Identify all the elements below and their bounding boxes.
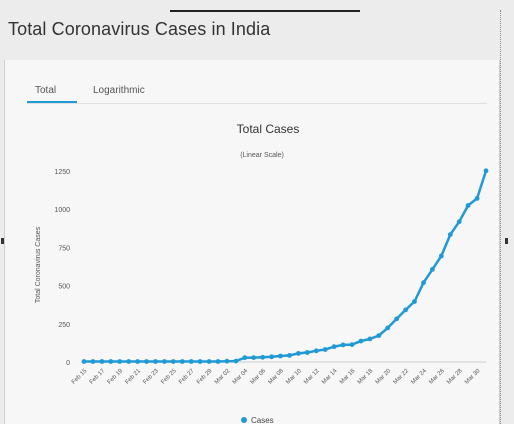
data-point[interactable]	[108, 359, 114, 364]
x-tick-label: Feb 21	[125, 368, 143, 386]
data-point[interactable]	[430, 267, 435, 272]
legend-label: Cases	[251, 416, 274, 424]
data-point[interactable]	[269, 354, 274, 360]
data-point[interactable]	[215, 359, 221, 364]
data-point[interactable]	[135, 359, 141, 364]
y-axis-label: Total Coronavirus Cases	[35, 226, 42, 303]
data-point[interactable]	[179, 359, 185, 364]
data-point[interactable]	[278, 353, 283, 359]
data-point[interactable]	[90, 359, 96, 364]
data-point[interactable]	[412, 299, 417, 304]
data-point[interactable]	[421, 280, 426, 286]
data-point[interactable]	[287, 353, 292, 358]
tab-bar-divider	[27, 103, 487, 104]
data-point[interactable]	[349, 342, 355, 347]
x-tick-label: Feb 27	[178, 368, 196, 386]
x-tick-label: Mar 04	[232, 368, 250, 386]
data-point[interactable]	[465, 203, 471, 208]
right-dotted-border	[500, 10, 501, 424]
data-point[interactable]	[394, 316, 400, 322]
data-point[interactable]	[81, 359, 87, 364]
y-tick-label: 250	[58, 322, 70, 329]
plot-area	[81, 168, 489, 364]
active-tab-indicator	[27, 101, 77, 103]
x-tick-label: Feb 19	[107, 368, 125, 386]
x-tick-label: Feb 23	[142, 368, 160, 386]
data-point[interactable]	[313, 348, 319, 354]
data-point[interactable]	[322, 347, 328, 352]
data-point[interactable]	[170, 359, 176, 364]
x-tick-label: Feb 25	[160, 368, 178, 386]
right-resize-handle[interactable]	[505, 238, 508, 244]
data-point[interactable]	[385, 325, 391, 331]
chart-subtitle: (Linear Scale)	[240, 152, 284, 159]
x-tick-label: Feb 17	[89, 368, 107, 386]
x-tick-label: Mar 18	[357, 368, 375, 386]
y-tick-label: 1000	[54, 207, 70, 214]
data-point[interactable]	[474, 196, 480, 201]
x-tick-label: Feb 29	[196, 368, 214, 386]
top-divider	[170, 0, 360, 12]
tab-logarithmic[interactable]: Logarithmic	[93, 85, 145, 96]
data-point[interactable]	[483, 168, 489, 174]
x-tick-label: Mar 14	[321, 368, 339, 386]
data-point[interactable]	[447, 232, 453, 238]
y-tick-label: 0	[66, 360, 70, 367]
data-point[interactable]	[144, 359, 149, 364]
x-tick-label: Mar 30	[464, 368, 482, 386]
data-point[interactable]	[126, 359, 132, 364]
x-tick-label: Mar 24	[410, 368, 428, 386]
y-tick-label: 750	[58, 245, 70, 252]
data-point[interactable]	[153, 359, 158, 364]
x-tick-labels: Feb 15 Feb 17 Feb 19 Feb 21 Feb 23 Feb 25 Feb …	[71, 368, 482, 386]
data-point[interactable]	[331, 344, 337, 350]
x-tick-label: Mar 22	[393, 368, 411, 386]
y-tick-label: 1250	[54, 169, 70, 176]
x-tick-label: Mar 20	[375, 368, 393, 386]
y-tick-labels: 0 250 500 750 1000 1250	[54, 169, 70, 367]
legend[interactable]: Cases	[241, 416, 274, 424]
data-point[interactable]	[233, 358, 239, 364]
data-point[interactable]	[340, 342, 346, 348]
x-tick-label: Mar 06	[250, 368, 268, 386]
data-point[interactable]	[251, 355, 257, 360]
page-title: Total Coronavirus Cases in India	[8, 19, 271, 39]
chart-title: Total Cases	[237, 122, 300, 136]
tab-total[interactable]: Total	[35, 85, 57, 96]
x-tick-label: Mar 08	[267, 368, 285, 386]
data-point[interactable]	[296, 351, 301, 356]
data-point[interactable]	[162, 359, 167, 364]
x-tick-label: Mar 26	[428, 368, 446, 386]
left-resize-handle[interactable]	[1, 238, 4, 244]
chart-card	[4, 60, 500, 424]
x-tick-label: Mar 02	[214, 368, 232, 386]
data-point[interactable]	[99, 359, 105, 364]
data-point[interactable]	[117, 359, 123, 364]
x-tick-label: Feb 15	[71, 368, 89, 386]
data-point[interactable]	[242, 355, 248, 361]
data-point[interactable]	[260, 354, 266, 360]
data-point[interactable]	[188, 359, 194, 364]
data-point[interactable]	[304, 350, 310, 355]
data-point[interactable]	[403, 307, 408, 313]
data-point[interactable]	[224, 358, 230, 364]
x-tick-label: Mar 12	[303, 368, 321, 386]
data-point[interactable]	[456, 219, 462, 225]
data-point[interactable]	[376, 333, 382, 338]
x-tick-label: Mar 28	[446, 368, 464, 386]
data-point[interactable]	[367, 336, 373, 342]
x-tick-label: Mar 16	[339, 368, 357, 386]
data-point[interactable]	[206, 359, 212, 364]
data-point[interactable]	[438, 253, 444, 259]
series-line-cases	[84, 170, 488, 363]
y-tick-label: 500	[58, 284, 70, 291]
x-tick-label: Mar 10	[285, 368, 303, 386]
data-point[interactable]	[358, 338, 364, 344]
data-point[interactable]	[197, 359, 203, 364]
legend-marker	[241, 417, 247, 423]
